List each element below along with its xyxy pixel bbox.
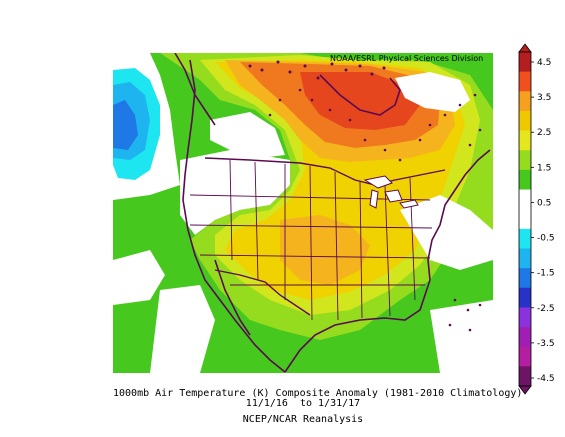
colorbar-tick-label: 2.5 [537,128,551,138]
colorbar-swatch [519,366,531,387]
colorbar-tick-label: 4.5 [537,58,551,68]
colorbar-swatch [519,327,531,348]
colorbar-swatch [519,307,531,328]
colorbar-tick-label: 1.5 [537,163,551,173]
colorbar-swatch [519,209,531,230]
colorbar-swatch [519,287,531,308]
colorbar-swatch [519,228,531,249]
country-borders [204,157,446,316]
colorbar-tick-label: 0.5 [537,198,551,208]
great-lakes [363,175,419,209]
anomaly-zone-redorange [300,72,420,130]
caption-dates: 11/1/16 to 1/31/17 [245,398,361,409]
colorbar-swatch [519,91,531,112]
anomaly-zone-neutral-northeast [395,72,470,112]
colorbar-frame [518,51,532,387]
anomaly-zone-neutral-westpacific [113,250,165,305]
anomaly-zone-lightorange-south [280,215,370,285]
colorbar-tick-label: -4.5 [537,374,555,384]
colorbar-swatch [519,52,531,72]
colorbar-tick-label: -1.5 [537,269,555,279]
colorbar-swatch [519,110,531,131]
colorbar-swatch [519,346,531,367]
anomaly-zone-neutral-eastpacific [150,285,215,373]
colorbar-swatch [519,248,531,269]
colorbar-swatch [519,150,531,171]
colorbar-tick-label: -0.5 [537,234,555,244]
anomaly-zone-neutral-canada-west [210,112,285,158]
colorbar-top-arrow [518,43,532,53]
colorbar-swatch [519,169,531,190]
anomaly-zone-blue-pacific [113,100,138,150]
colorbar-tick-label: 3.5 [537,93,551,103]
caption-source: NCEP/NCAR Reanalysis [242,414,364,425]
colorbar-tick-label: -3.5 [537,339,555,349]
colorbar-swatch [519,268,531,289]
anomaly-zone-neutral-atlantic [400,195,493,270]
colorbar-swatch [519,71,531,92]
anomaly-zone-neutral-caribbean [430,300,493,373]
colorbar-swatch [519,130,531,151]
caption-title: 1000mb Air Temperature (K) Composite Ano… [113,388,523,399]
colorbar-tick-label: -2.5 [537,304,555,314]
anomaly-map [113,53,493,373]
credit-label: NOAA/ESRL Physical Sciences Division [330,54,484,63]
coastlines [174,53,491,373]
colorbar: 4.5 3.5 2.5 1.5 0.5 -0.5 -1.5 -2.5 -3.5 -4.5 [518,43,555,395]
arctic-islands [248,60,482,332]
colorbar-swatch [519,189,531,210]
anomaly-zone-neutral-northwest [180,150,290,235]
